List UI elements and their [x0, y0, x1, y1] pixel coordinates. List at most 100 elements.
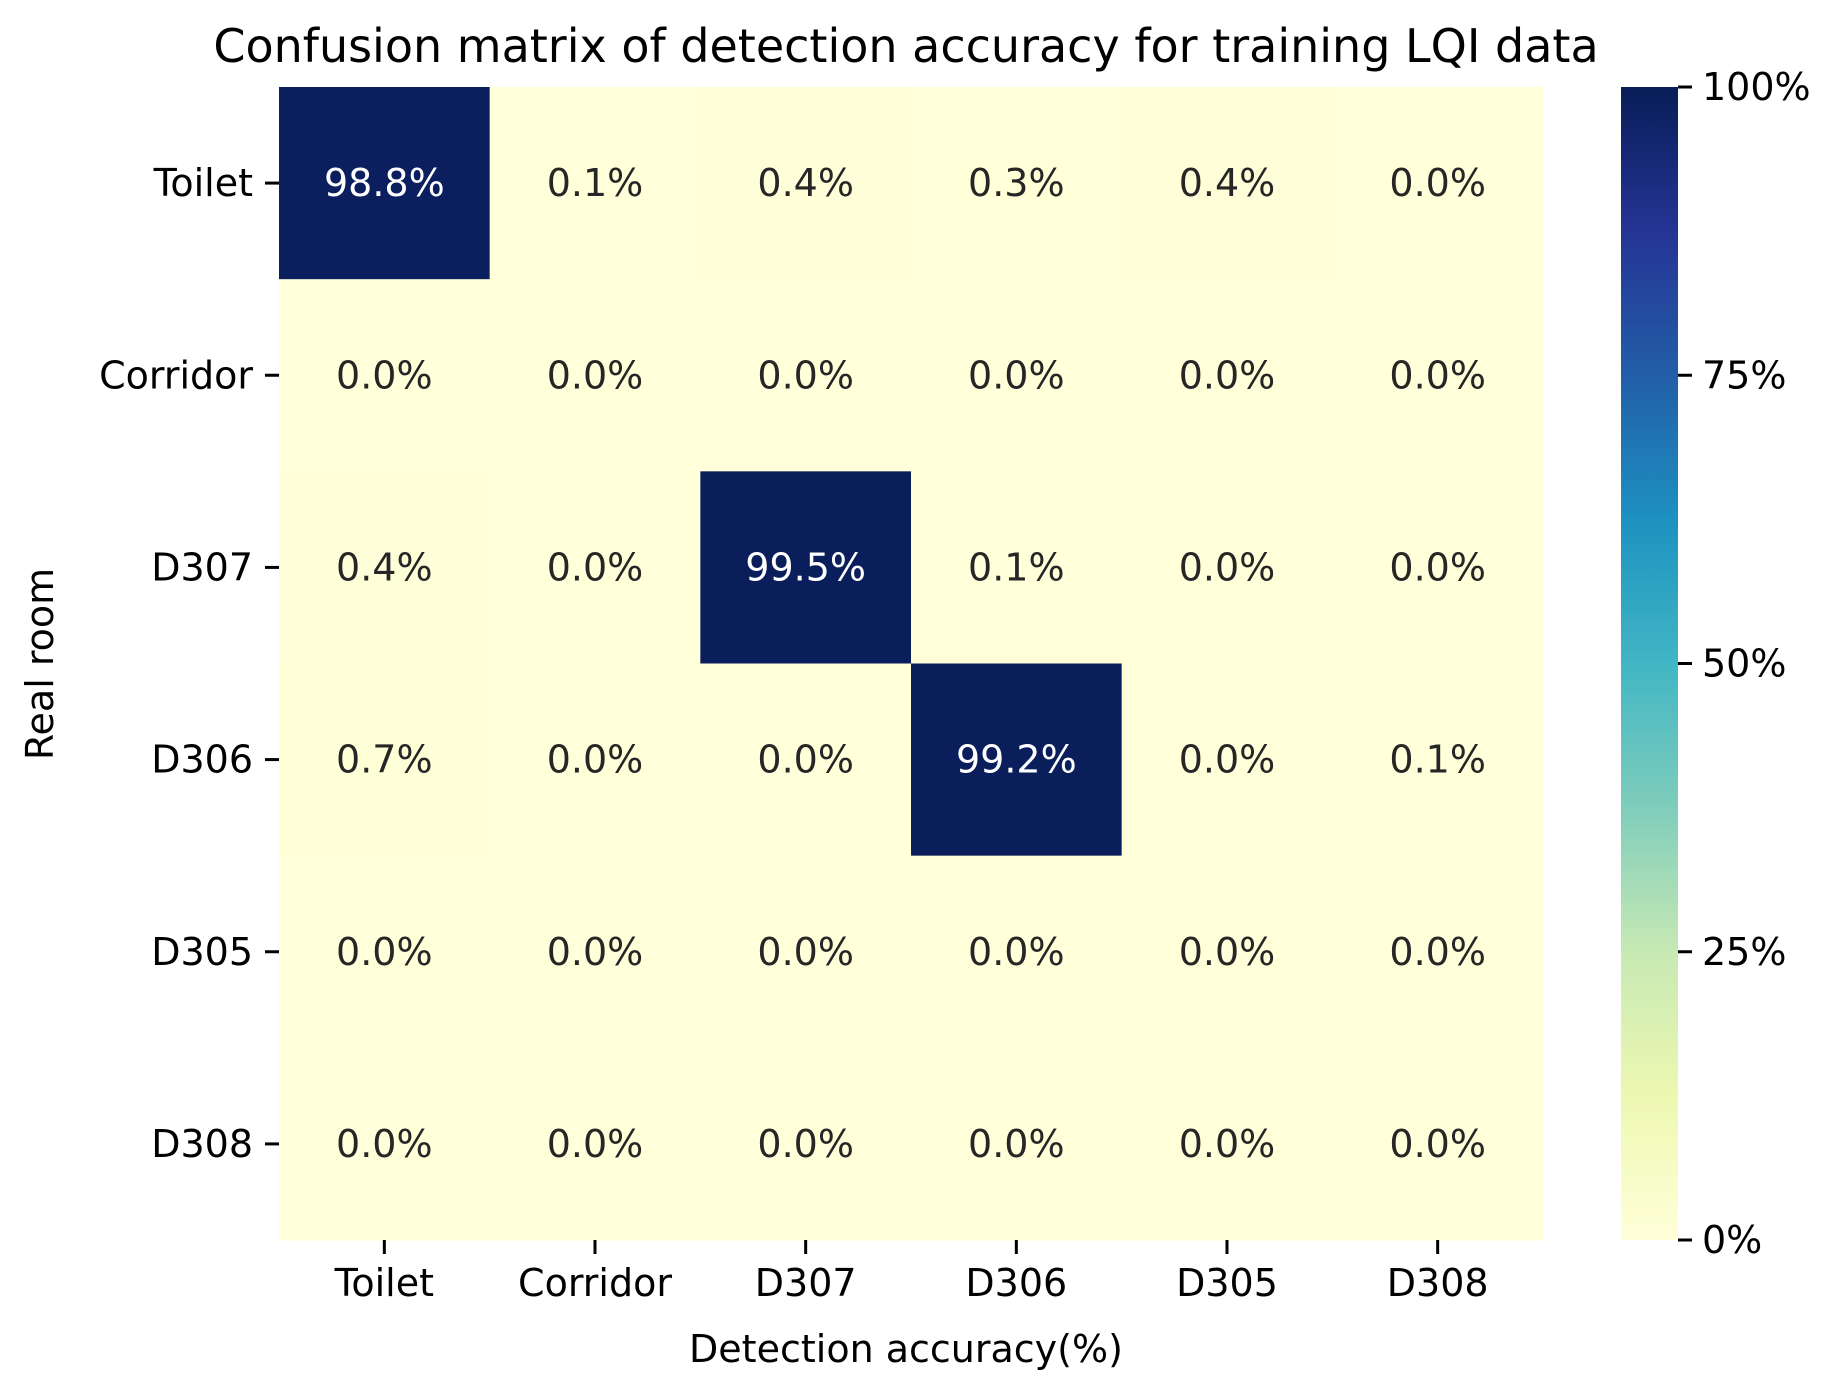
cell-value-label-1-0: 0.0% [336, 353, 433, 397]
cell-value-label-2-1: 0.0% [547, 545, 644, 589]
cell-value-label-4-0: 0.0% [336, 930, 433, 974]
heatmap-cell-3-0 [279, 663, 491, 857]
heatmap-cell-0-3 [911, 87, 1123, 280]
cell-value-label-0-2: 0.4% [757, 161, 854, 205]
colorbar-tick-label-3: 75% [1702, 353, 1786, 397]
heatmap-cell-1-5 [1332, 279, 1544, 472]
x-axis-ticks: Toilet Corridor D307 D306 D305 D308 [334, 1240, 1489, 1305]
heatmap-cell-4-1 [489, 855, 701, 1049]
y-tick-label-5: D308 [151, 1122, 253, 1166]
heatmap-cell-2-5 [1332, 471, 1544, 665]
x-axis-label: Detection accuracy(%) [689, 1327, 1123, 1371]
heatmap-cell-3-1 [489, 663, 701, 857]
x-tick-label-0: Toilet [334, 1261, 434, 1305]
heatmap-cell-labels: 98.8% 0.1% 0.4% 0.3% 0.4% 0.0% 0.0% 0.0% 0.0% 0.0… [324, 161, 1486, 1166]
cell-value-label-2-4: 0.0% [1179, 545, 1276, 589]
heatmap-cell-5-0 [279, 1047, 491, 1241]
colorbar-tick-label-1: 25% [1702, 930, 1786, 974]
heatmap-cell-0-2 [700, 87, 912, 280]
heatmap-cell-1-4 [1121, 279, 1333, 472]
heatmap-cell-5-2 [700, 1047, 912, 1241]
heatmap-cell-1-2 [700, 279, 912, 472]
cell-value-label-5-2: 0.0% [757, 1122, 854, 1166]
cell-value-label-2-3: 0.1% [968, 545, 1065, 589]
cell-value-label-4-5: 0.0% [1389, 930, 1486, 974]
cell-value-label-2-2: 99.5% [745, 545, 866, 589]
heatmap-cell-4-2 [700, 855, 912, 1049]
x-tick-label-5: D308 [1387, 1261, 1489, 1305]
heatmap-cell-3-5 [1332, 663, 1544, 857]
cell-value-label-0-3: 0.3% [968, 161, 1065, 205]
cell-value-label-1-4: 0.0% [1179, 353, 1276, 397]
cell-value-label-3-1: 0.0% [547, 738, 644, 782]
cell-value-label-5-1: 0.0% [547, 1122, 644, 1166]
heatmap-cell-5-1 [489, 1047, 701, 1241]
x-tick-label-3: D306 [965, 1261, 1067, 1305]
cell-value-label-4-2: 0.0% [757, 930, 854, 974]
y-tick-label-4: D305 [151, 930, 253, 974]
cell-value-label-3-4: 0.0% [1179, 738, 1276, 782]
heatmap-cell-0-4 [1121, 87, 1333, 280]
cell-value-label-1-5: 0.0% [1389, 353, 1486, 397]
heatmap-cell-5-4 [1121, 1047, 1333, 1241]
cell-value-label-3-0: 0.7% [336, 738, 433, 782]
cell-value-label-0-4: 0.4% [1179, 161, 1276, 205]
cell-value-label-5-5: 0.0% [1389, 1122, 1486, 1166]
y-tick-label-0: Toilet [153, 161, 253, 205]
heatmap-cell-2-0 [279, 471, 491, 665]
cell-value-label-4-3: 0.0% [968, 930, 1065, 974]
cell-value-label-2-0: 0.4% [336, 545, 433, 589]
heatmap-cell-2-1 [489, 471, 701, 665]
y-tick-label-3: D306 [151, 738, 253, 782]
chart-title: Confusion matrix of detection accuracy f… [213, 19, 1598, 73]
heatmap-cell-0-1 [489, 87, 701, 280]
cell-value-label-1-1: 0.0% [547, 353, 644, 397]
colorbar-ticks: 0% 25% 50% 75% 100% [1678, 65, 1811, 1262]
cell-value-label-4-1: 0.0% [547, 930, 644, 974]
heatmap-cell-2-3 [911, 471, 1123, 665]
cell-value-label-1-3: 0.0% [968, 353, 1065, 397]
cell-value-label-0-1: 0.1% [547, 161, 644, 205]
heatmap-cells [279, 87, 1544, 1241]
colorbar-gradient [1621, 87, 1678, 1240]
heatmap-cell-2-2 [700, 471, 912, 665]
heatmap-cell-5-3 [911, 1047, 1123, 1241]
heatmap-cell-3-3 [911, 663, 1123, 857]
y-tick-label-1: Corridor [99, 353, 253, 397]
colorbar-tick-label-4: 100% [1702, 65, 1811, 109]
cell-value-label-1-2: 0.0% [757, 353, 854, 397]
heatmap-cell-1-1 [489, 279, 701, 472]
colorbar-tick-label-2: 50% [1702, 642, 1786, 686]
colorbar-tick-label-0: 0% [1702, 1218, 1762, 1262]
cell-value-label-5-0: 0.0% [336, 1122, 433, 1166]
colorbar: 0% 25% 50% 75% 100% [1621, 65, 1811, 1262]
heatmap-cell-4-4 [1121, 855, 1333, 1049]
cell-value-label-2-5: 0.0% [1389, 545, 1486, 589]
heatmap-cell-1-0 [279, 279, 491, 472]
cell-value-label-5-4: 0.0% [1179, 1122, 1276, 1166]
cell-value-label-4-4: 0.0% [1179, 930, 1276, 974]
heatmap-cell-4-5 [1332, 855, 1544, 1049]
cell-value-label-3-2: 0.0% [757, 738, 854, 782]
y-axis-label: Real room [18, 568, 62, 760]
y-tick-label-2: D307 [151, 545, 253, 589]
heatmap-cell-3-4 [1121, 663, 1333, 857]
heatmap-cell-1-3 [911, 279, 1123, 472]
x-tick-label-2: D307 [755, 1261, 857, 1305]
heatmap-cell-0-5 [1332, 87, 1544, 280]
x-tick-label-1: Corridor [518, 1261, 672, 1305]
cell-value-label-3-5: 0.1% [1389, 738, 1486, 782]
heatmap-cell-3-2 [700, 663, 912, 857]
heatmap-cell-5-5 [1332, 1047, 1544, 1241]
cell-value-label-0-0: 98.8% [324, 161, 445, 205]
heatmap-cell-4-0 [279, 855, 491, 1049]
cell-value-label-3-3: 99.2% [956, 738, 1077, 782]
heatmap-cell-2-4 [1121, 471, 1333, 665]
y-axis-ticks: Toilet Corridor D307 D306 D305 D308 [99, 161, 279, 1166]
x-tick-label-4: D305 [1176, 1261, 1278, 1305]
cell-value-label-5-3: 0.0% [968, 1122, 1065, 1166]
heatmap-cell-0-0 [279, 87, 491, 280]
heatmap-cell-4-3 [911, 855, 1123, 1049]
cell-value-label-0-5: 0.0% [1389, 161, 1486, 205]
